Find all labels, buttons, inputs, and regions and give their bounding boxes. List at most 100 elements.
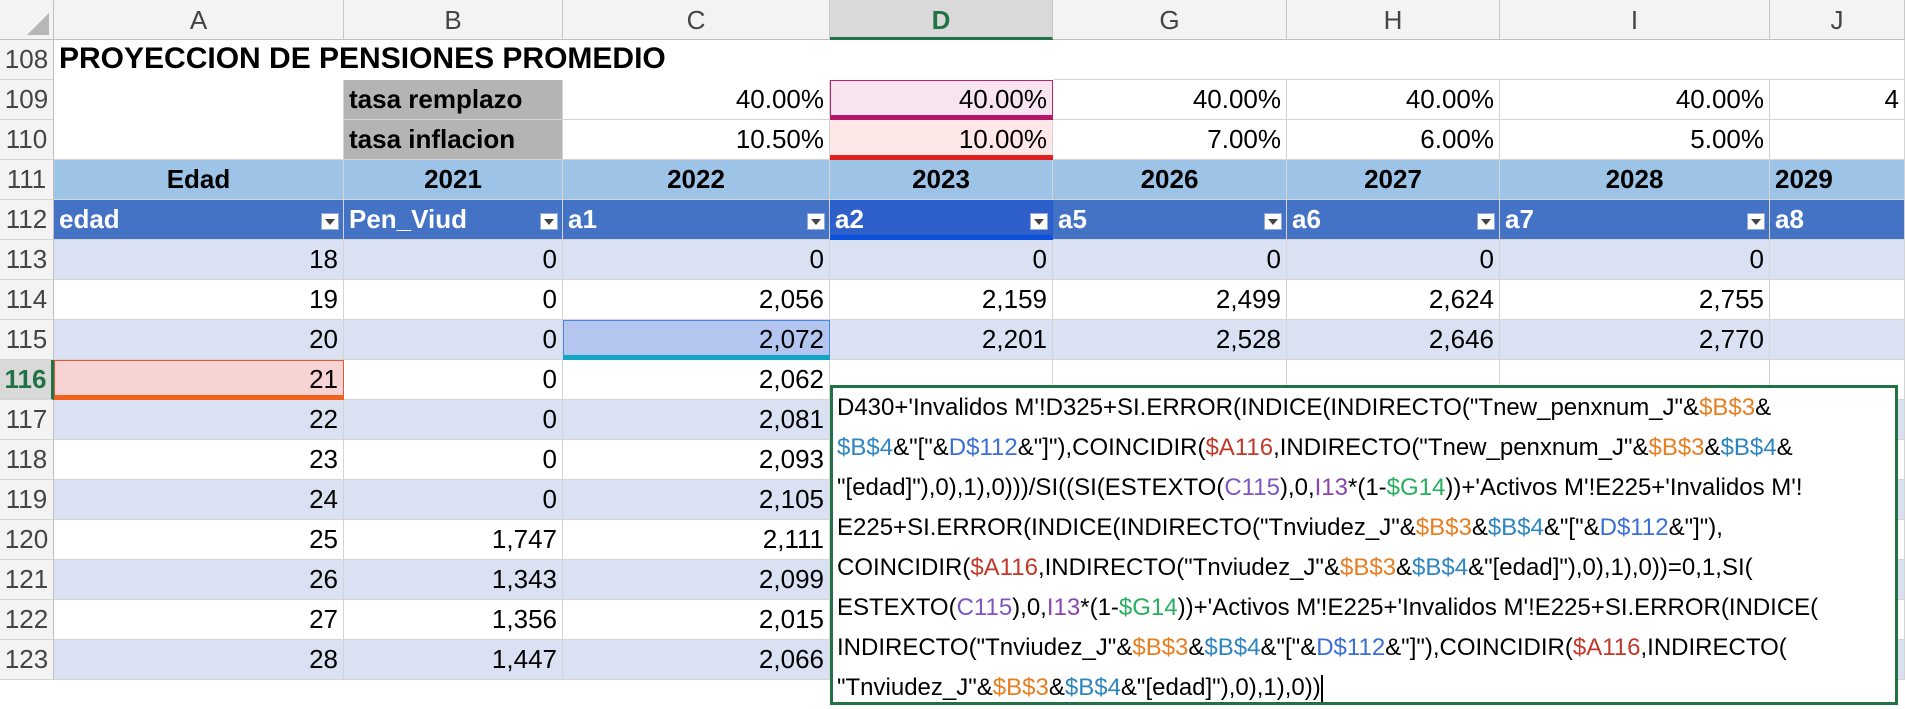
data-cell[interactable]: 18 (54, 240, 344, 280)
data-cell[interactable]: 22 (54, 400, 344, 440)
data-cell[interactable]: 28 (54, 640, 344, 680)
data-cell[interactable]: 2,646 (1287, 320, 1500, 360)
filter-dropdown-icon[interactable] (1264, 213, 1282, 230)
column-header-c[interactable]: C (563, 0, 830, 40)
table-header-a5[interactable]: a5 (1053, 200, 1287, 240)
data-cell[interactable]: 23 (54, 440, 344, 480)
row-header-111[interactable]: 111 (0, 160, 54, 200)
data-cell[interactable]: 0 (1500, 240, 1770, 280)
data-cell[interactable]: 2,015 (563, 600, 830, 640)
row-header-112[interactable]: 112 (0, 200, 54, 240)
column-header-h[interactable]: H (1287, 0, 1500, 40)
param-inflacion-cell[interactable]: 10.50% (563, 120, 830, 160)
row-header-119[interactable]: 119 (0, 480, 54, 520)
param-remplazo-cell[interactable]: 40.00% (1053, 80, 1287, 120)
data-cell[interactable]: 1,447 (344, 640, 563, 680)
data-cell[interactable]: 21 (54, 360, 344, 400)
data-cell[interactable]: 2,105 (563, 480, 830, 520)
row-header-117[interactable]: 117 (0, 400, 54, 440)
row-header-116[interactable]: 116 (0, 360, 54, 400)
data-cell[interactable]: 0 (344, 480, 563, 520)
data-cell[interactable]: 0 (1287, 240, 1500, 280)
filter-dropdown-icon[interactable] (321, 213, 339, 230)
data-cell[interactable]: 2,062 (563, 360, 830, 400)
data-cell[interactable]: 0 (344, 320, 563, 360)
data-cell[interactable]: 1,343 (344, 560, 563, 600)
data-cell[interactable]: 0 (344, 280, 563, 320)
table-header-a2[interactable]: a2 (830, 200, 1053, 240)
param-inflacion-cell[interactable]: 10.00% (830, 120, 1053, 160)
data-cell[interactable]: 20 (54, 320, 344, 360)
data-cell[interactable]: 2,755 (1500, 280, 1770, 320)
param-remplazo-cell[interactable]: 40.00% (1287, 80, 1500, 120)
row-header-109[interactable]: 109 (0, 80, 54, 120)
table-header-a1[interactable]: a1 (563, 200, 830, 240)
data-cell[interactable]: 2,093 (563, 440, 830, 480)
column-header-j[interactable]: J (1770, 0, 1905, 40)
column-header-g[interactable]: G (1053, 0, 1287, 40)
filter-dropdown-icon[interactable] (540, 213, 558, 230)
column-header-i[interactable]: I (1500, 0, 1770, 40)
data-cell[interactable]: 2,624 (1287, 280, 1500, 320)
param-remplazo-cell[interactable]: 40.00% (1500, 80, 1770, 120)
data-cell[interactable]: 0 (344, 240, 563, 280)
row-header-123[interactable]: 123 (0, 640, 54, 680)
param-inflacion-cell[interactable]: 6.00% (1287, 120, 1500, 160)
data-cell[interactable]: 19 (54, 280, 344, 320)
row-header-113[interactable]: 113 (0, 240, 54, 280)
column-header-d[interactable]: D (830, 0, 1053, 40)
table-header-pen_viud[interactable]: Pen_Viud (344, 200, 563, 240)
param-remplazo-cell[interactable]: 40.00% (830, 80, 1053, 120)
filter-dropdown-icon[interactable] (1477, 213, 1495, 230)
data-cell[interactable]: 2,099 (563, 560, 830, 600)
data-cell[interactable]: 2,072 (563, 320, 830, 360)
select-all-corner[interactable] (0, 0, 54, 40)
table-header-a8[interactable]: a8 (1770, 200, 1905, 240)
data-cell[interactable]: 2,528 (1053, 320, 1287, 360)
row-header-122[interactable]: 122 (0, 600, 54, 640)
filter-dropdown-icon[interactable] (1030, 213, 1048, 230)
data-cell[interactable]: 2,111 (563, 520, 830, 560)
data-cell-j[interactable] (1770, 320, 1905, 360)
data-cell[interactable]: 24 (54, 480, 344, 520)
table-header-a6[interactable]: a6 (1287, 200, 1500, 240)
data-cell[interactable]: 0 (344, 440, 563, 480)
data-cell[interactable]: 0 (344, 360, 563, 400)
param-inflacion-cell[interactable] (1770, 120, 1905, 160)
data-cell-j[interactable] (1770, 280, 1905, 320)
data-cell[interactable]: 2,081 (563, 400, 830, 440)
column-header-a[interactable]: A (54, 0, 344, 40)
data-cell[interactable]: 1,747 (344, 520, 563, 560)
row-header-118[interactable]: 118 (0, 440, 54, 480)
param-inflacion-cell[interactable]: 5.00% (1500, 120, 1770, 160)
column-header-b[interactable]: B (344, 0, 563, 40)
data-cell[interactable]: 25 (54, 520, 344, 560)
table-header-a7[interactable]: a7 (1500, 200, 1770, 240)
data-cell[interactable]: 0 (830, 240, 1053, 280)
cell-formula-editor[interactable]: D430+'Invalidos M'!D325+SI.ERROR(INDICE(… (830, 385, 1898, 705)
row-header-120[interactable]: 120 (0, 520, 54, 560)
data-cell[interactable]: 0 (344, 400, 563, 440)
data-cell[interactable]: 2,159 (830, 280, 1053, 320)
cell-a109-a110[interactable] (54, 80, 344, 160)
data-cell[interactable]: 27 (54, 600, 344, 640)
row-header-121[interactable]: 121 (0, 560, 54, 600)
param-remplazo-cell[interactable]: 40.00% (563, 80, 830, 120)
param-remplazo-cell[interactable]: 4 (1770, 80, 1905, 120)
table-header-edad[interactable]: edad (54, 200, 344, 240)
data-cell[interactable]: 0 (563, 240, 830, 280)
data-cell[interactable]: 0 (1053, 240, 1287, 280)
row-header-114[interactable]: 114 (0, 280, 54, 320)
row-header-110[interactable]: 110 (0, 120, 54, 160)
data-cell[interactable]: 2,066 (563, 640, 830, 680)
filter-dropdown-icon[interactable] (807, 213, 825, 230)
data-cell[interactable]: 2,499 (1053, 280, 1287, 320)
data-cell[interactable]: 1,356 (344, 600, 563, 640)
param-inflacion-cell[interactable]: 7.00% (1053, 120, 1287, 160)
data-cell[interactable]: 2,770 (1500, 320, 1770, 360)
data-cell[interactable]: 2,056 (563, 280, 830, 320)
row-header-115[interactable]: 115 (0, 320, 54, 360)
data-cell[interactable]: 26 (54, 560, 344, 600)
data-cell-j[interactable] (1770, 240, 1905, 280)
row-header-108[interactable]: 108 (0, 40, 54, 80)
